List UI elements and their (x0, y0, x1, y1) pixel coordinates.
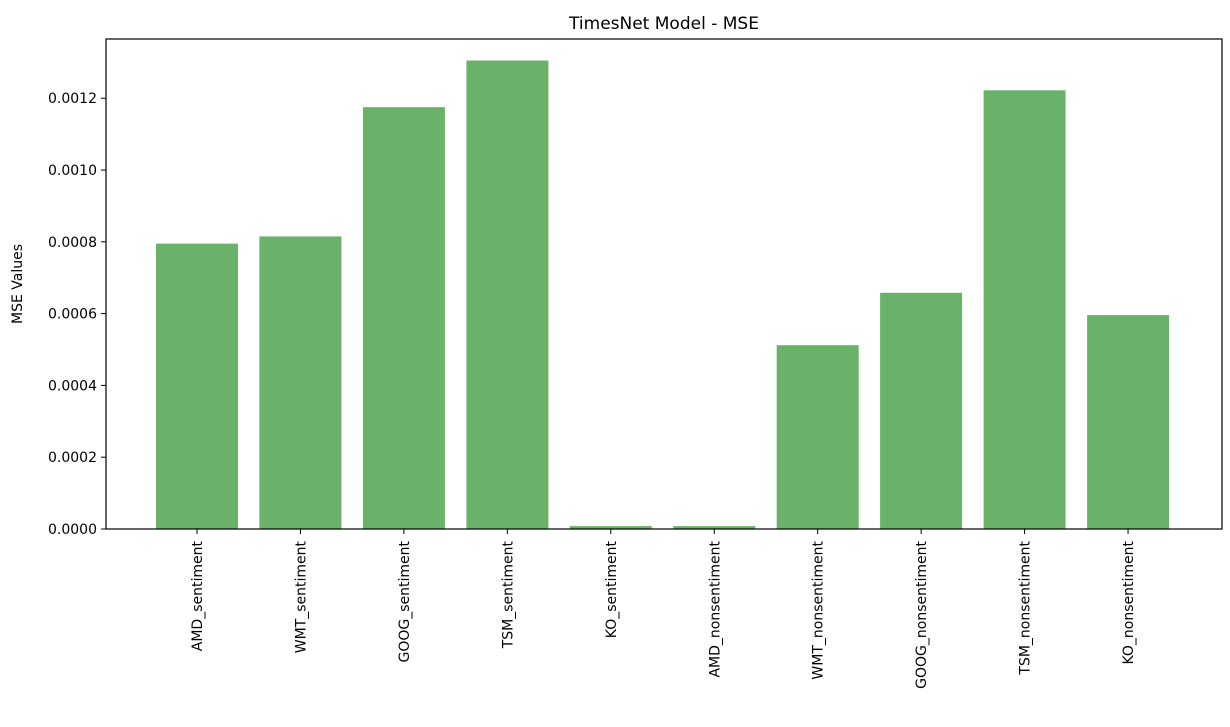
y-tick-label: 0.0008 (48, 235, 97, 251)
bar-tsm-nonsentiment (983, 90, 1066, 530)
bar-ko-sentiment (569, 526, 652, 529)
bar-ko-nonsentiment (1087, 315, 1170, 529)
bar-amd-sentiment (156, 243, 238, 529)
chart-title: TimesNet Model - MSE (568, 14, 759, 34)
x-tick-label: WMT_sentiment (293, 540, 309, 653)
x-axis: AMD_sentiment WMT_sentiment GOOG_sentiment… (190, 529, 1137, 689)
x-tick-label: WMT_nonsentiment (811, 540, 827, 679)
y-tick-label: 0.0012 (48, 91, 97, 107)
bar-goog-nonsentiment (880, 292, 963, 529)
y-axis-label: MSE Values (10, 244, 26, 324)
plot-frame (105, 38, 1223, 530)
bar-amd-nonsentiment (673, 526, 756, 529)
x-tick-label: TSM_sentiment (500, 540, 516, 649)
x-tick-label: TSM_nonsentiment (1018, 540, 1034, 675)
bar-wmt-sentiment (259, 236, 342, 529)
x-tick-label: AMD_nonsentiment (707, 541, 723, 678)
x-tick-label: KO_sentiment (604, 541, 620, 639)
y-tick-label: 0.0004 (48, 378, 97, 394)
bars-group (156, 60, 1170, 530)
bar-tsm-sentiment (466, 60, 549, 529)
bar-goog-sentiment (362, 107, 445, 529)
y-tick-label: 0.0000 (48, 522, 97, 538)
x-tick-label: AMD_sentiment (190, 540, 206, 651)
x-tick-label: GOOG_sentiment (397, 540, 413, 662)
x-tick-label: KO_nonsentiment (1121, 541, 1137, 665)
y-tick-label: 0.0006 (48, 307, 97, 323)
x-tick-label: GOOG_nonsentiment (914, 540, 930, 688)
y-tick-label: 0.0010 (48, 163, 97, 179)
y-tick-label: 0.0002 (48, 450, 97, 466)
bar-wmt-nonsentiment (776, 345, 859, 529)
y-axis: 0.0000 0.0002 0.0004 0.0006 0.0008 0.0010 0.00… (48, 91, 106, 538)
